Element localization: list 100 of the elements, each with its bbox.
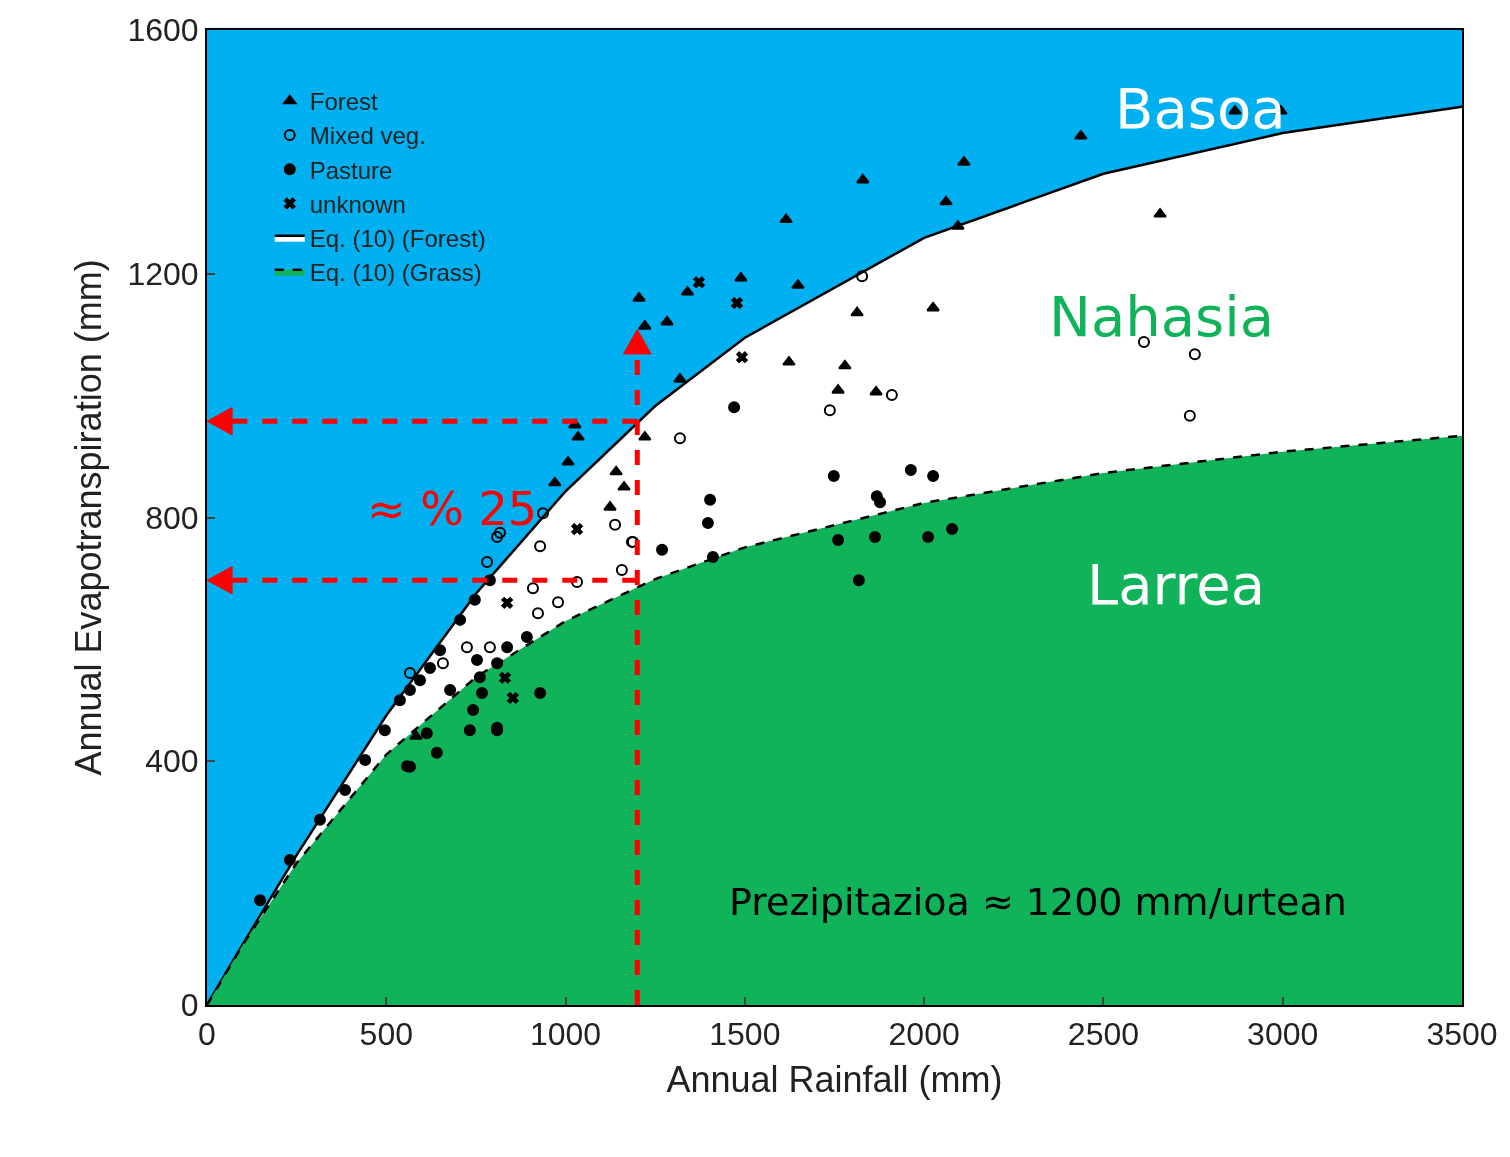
y-tick-label: 800 xyxy=(145,499,199,536)
point xyxy=(424,662,437,675)
point xyxy=(393,694,406,707)
point xyxy=(483,641,496,654)
point xyxy=(254,894,267,907)
point xyxy=(885,389,898,402)
point xyxy=(561,456,575,466)
point xyxy=(454,613,467,626)
point xyxy=(832,534,845,547)
x-axis-title: Annual Rainfall (mm) xyxy=(666,1058,1003,1100)
point xyxy=(501,641,514,654)
point xyxy=(603,501,617,511)
point xyxy=(473,671,486,684)
point xyxy=(413,674,426,687)
point xyxy=(856,173,870,184)
point xyxy=(701,516,714,529)
point xyxy=(531,607,544,620)
point xyxy=(491,657,504,670)
point xyxy=(506,691,520,705)
point xyxy=(779,213,793,224)
y-tick-label: 400 xyxy=(145,743,199,780)
y-tick-label: 1600 xyxy=(127,12,199,49)
annotation: Basoa xyxy=(1115,76,1286,141)
point xyxy=(615,563,628,576)
x-tick-label: 1000 xyxy=(529,1016,602,1053)
point xyxy=(570,522,584,536)
point xyxy=(434,644,447,657)
point xyxy=(471,654,483,667)
point xyxy=(571,431,585,441)
point xyxy=(692,276,706,289)
point xyxy=(926,301,940,312)
point xyxy=(491,531,504,543)
point xyxy=(1188,348,1201,361)
point xyxy=(481,555,494,568)
point xyxy=(571,576,584,589)
y-tick-label: 0 xyxy=(180,987,199,1024)
point xyxy=(609,465,623,476)
point xyxy=(856,270,869,283)
point xyxy=(852,574,865,587)
y-tick-label: 1200 xyxy=(127,255,199,292)
point xyxy=(534,540,547,553)
point xyxy=(283,853,296,866)
point xyxy=(922,531,935,543)
point xyxy=(520,630,533,643)
annotation: Larrea xyxy=(1087,552,1266,617)
point xyxy=(500,596,514,609)
x-tick-label: 3000 xyxy=(1247,1016,1319,1053)
point xyxy=(403,683,416,696)
point xyxy=(704,493,717,506)
point xyxy=(638,320,652,330)
point xyxy=(728,401,741,414)
point xyxy=(526,582,539,595)
point xyxy=(409,730,423,740)
point xyxy=(609,518,622,531)
point xyxy=(420,727,433,740)
point xyxy=(403,666,416,679)
point xyxy=(951,220,965,230)
point xyxy=(957,156,971,166)
point xyxy=(468,593,481,606)
legend-label: Mixed veg. xyxy=(309,122,426,150)
point xyxy=(706,551,719,564)
point xyxy=(939,195,953,206)
point xyxy=(467,704,480,717)
point xyxy=(359,754,372,767)
point xyxy=(463,724,476,737)
x-tick-label: 1500 xyxy=(709,1016,781,1053)
x-tick-label: 2500 xyxy=(1067,1016,1140,1053)
point xyxy=(904,463,917,476)
point xyxy=(493,526,506,539)
legend-label: Eq. (10) (Grass) xyxy=(309,259,482,287)
y-axis-title: Annual Evapotranspiration (mm) xyxy=(67,259,109,776)
point xyxy=(1074,130,1088,140)
point xyxy=(869,531,882,543)
legend-label: Pasture xyxy=(309,156,393,184)
point xyxy=(436,657,449,670)
point xyxy=(946,523,959,536)
annotation: Nahasia xyxy=(1049,284,1275,349)
annotation: Prezipitazioa ≈ 1200 mm/urtean xyxy=(729,880,1347,924)
point xyxy=(782,356,796,366)
point xyxy=(673,432,686,445)
point xyxy=(823,404,836,417)
point xyxy=(632,292,646,302)
point xyxy=(313,813,326,826)
point xyxy=(927,470,940,483)
legend-label: Forest xyxy=(309,88,379,116)
x-tick-label: 3500 xyxy=(1426,1016,1498,1053)
x-tick-label: 2000 xyxy=(888,1016,960,1053)
point xyxy=(730,296,744,310)
point xyxy=(617,481,631,491)
point xyxy=(1183,409,1196,422)
point xyxy=(638,431,652,441)
point xyxy=(430,746,443,759)
point xyxy=(656,543,669,556)
point xyxy=(735,351,749,364)
point xyxy=(498,671,512,684)
point xyxy=(838,359,852,370)
point xyxy=(869,385,883,396)
point xyxy=(339,783,352,796)
point xyxy=(827,470,840,483)
point xyxy=(850,306,864,317)
